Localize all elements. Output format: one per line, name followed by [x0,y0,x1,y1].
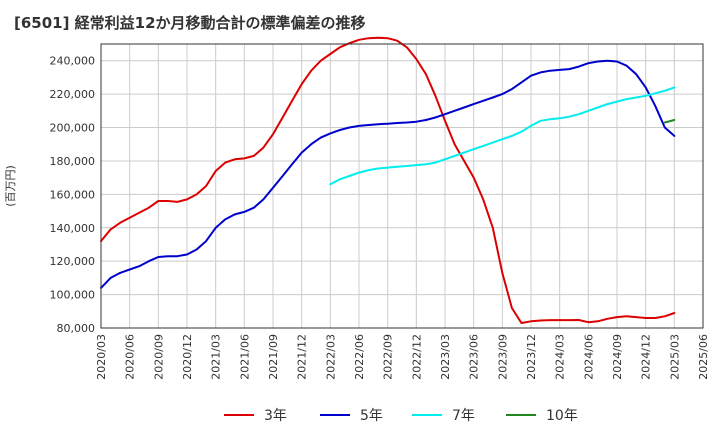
y-tick-label: 120,000 [50,255,96,268]
x-tick-label: 2022/12 [410,334,423,380]
y-tick-label: 140,000 [50,222,96,235]
x-tick-label: 2023/12 [525,334,538,380]
legend-item-10y: 10年 [506,403,578,427]
x-tick-label: 2024/12 [640,334,653,380]
legend-label-7y: 7年 [452,408,475,424]
x-tick-label: 2020/06 [124,334,137,380]
x-tick-label: 2021/06 [238,334,251,380]
x-tick-label: 2023/03 [439,334,452,380]
y-tick-label: 240,000 [50,55,96,68]
series-line-0 [100,36,676,324]
x-tick-label: 2024/06 [582,334,595,380]
series-line-1 [100,59,676,289]
line-chart: 80,000 100,000 120,000 140,000 160,000 180,00… [4,36,710,380]
legend-item-5y: 5年 [320,403,383,427]
y-tick-label: 80,000 [57,322,96,335]
legend-swatch-7y [412,414,442,416]
x-tick-label: 2024/09 [611,334,624,380]
y-axis-label: (百万円) [4,165,17,207]
x-tick-label: 2025/03 [668,334,681,380]
x-tick-label: 2020/12 [181,334,194,380]
series-line-2 [329,86,676,186]
x-tick-label: 2022/06 [353,334,366,380]
x-tick-label: 2021/09 [267,334,280,380]
x-tick-label: 2022/09 [382,334,395,380]
x-tick-label: 2020/09 [152,334,165,380]
legend: 3年 5年 7年 10年 [0,403,720,427]
legend-item-7y: 7年 [412,403,475,427]
legend-swatch-5y [320,414,350,416]
y-tick-label: 180,000 [50,155,96,168]
series-lines [100,36,676,324]
y-tick-label: 200,000 [50,122,96,135]
legend-label-10y: 10年 [546,408,578,424]
x-tick-label: 2021/12 [296,334,309,380]
legend-label-5y: 5年 [360,408,383,424]
x-tick-label: 2021/03 [210,334,223,380]
legend-swatch-3y [224,414,254,416]
y-tick-label: 220,000 [50,88,96,101]
legend-item-3y: 3年 [224,403,287,427]
series-line-3 [663,119,676,124]
x-tick-label: 2022/03 [324,334,337,380]
y-tick-label: 100,000 [50,289,96,302]
x-tick-label: 2025/06 [697,334,710,380]
chart-title: [6501] 経常利益12か月移動合計の標準偏差の推移 [14,14,366,32]
x-axis-ticks: 2020/03 2020/06 2020/09 2020/12 2021/03 2021/… [95,334,710,380]
y-axis-ticks: 80,000 100,000 120,000 140,000 160,000 180,00… [50,55,96,335]
legend-label-3y: 3年 [264,408,287,424]
plot-frame [100,43,704,329]
grid [100,44,704,329]
x-tick-label: 2023/06 [468,334,481,380]
y-tick-label: 160,000 [50,188,96,201]
legend-swatch-10y [506,414,536,416]
x-tick-label: 2020/03 [95,334,108,380]
x-tick-label: 2023/09 [496,334,509,380]
x-tick-label: 2024/03 [554,334,567,380]
